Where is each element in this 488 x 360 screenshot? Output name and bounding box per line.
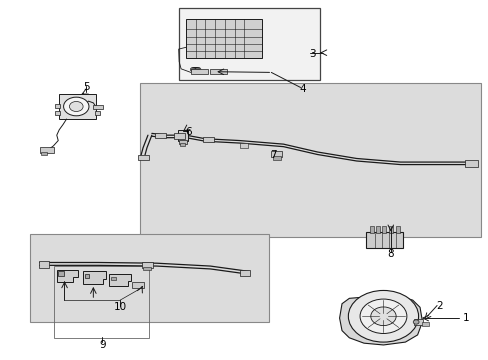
- Polygon shape: [109, 274, 131, 286]
- Bar: [388, 226, 392, 233]
- Bar: [95, 111, 100, 116]
- Bar: [55, 104, 60, 108]
- Polygon shape: [57, 270, 78, 282]
- Bar: [395, 226, 399, 233]
- Bar: [271, 151, 282, 157]
- Bar: [180, 143, 184, 146]
- Bar: [30, 234, 268, 321]
- Bar: [185, 19, 261, 58]
- Text: 3: 3: [309, 49, 315, 59]
- Text: 10: 10: [113, 302, 126, 312]
- Bar: [58, 271, 64, 276]
- Bar: [173, 134, 184, 139]
- Bar: [59, 94, 96, 119]
- Bar: [132, 282, 144, 288]
- Bar: [366, 232, 402, 248]
- Bar: [179, 140, 186, 144]
- Bar: [84, 274, 89, 278]
- Polygon shape: [339, 296, 422, 345]
- Polygon shape: [82, 271, 105, 284]
- Bar: [55, 111, 60, 116]
- Bar: [375, 226, 379, 233]
- Bar: [422, 322, 428, 326]
- Circle shape: [69, 102, 83, 112]
- Text: 1: 1: [462, 313, 468, 323]
- Circle shape: [63, 97, 89, 116]
- Bar: [93, 105, 103, 109]
- Bar: [111, 277, 116, 280]
- Bar: [140, 83, 480, 237]
- Bar: [138, 154, 149, 160]
- Text: 2: 2: [435, 301, 442, 311]
- Text: 7: 7: [270, 150, 277, 160]
- Bar: [190, 69, 207, 74]
- Bar: [54, 266, 149, 338]
- Bar: [155, 133, 165, 138]
- Bar: [239, 270, 250, 276]
- Bar: [272, 156, 280, 160]
- Text: 8: 8: [386, 248, 393, 258]
- Bar: [382, 226, 386, 233]
- Bar: [465, 160, 477, 167]
- Bar: [39, 261, 49, 268]
- Circle shape: [370, 307, 395, 325]
- Bar: [177, 130, 188, 140]
- Bar: [41, 152, 46, 155]
- Text: 6: 6: [185, 127, 191, 136]
- Bar: [143, 267, 151, 270]
- Bar: [142, 262, 153, 268]
- Circle shape: [412, 320, 418, 324]
- Bar: [178, 8, 320, 80]
- Bar: [239, 143, 248, 148]
- Text: 4: 4: [299, 84, 305, 94]
- Bar: [413, 319, 422, 325]
- Circle shape: [359, 299, 406, 333]
- Bar: [203, 137, 213, 142]
- Circle shape: [347, 291, 418, 342]
- Bar: [210, 69, 227, 74]
- Text: 5: 5: [82, 82, 89, 92]
- Text: 9: 9: [100, 340, 106, 350]
- Bar: [40, 147, 54, 153]
- Bar: [369, 226, 373, 233]
